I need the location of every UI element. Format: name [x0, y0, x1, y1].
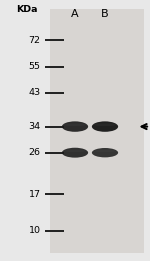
Ellipse shape: [62, 148, 88, 158]
Ellipse shape: [94, 123, 116, 126]
Text: 10: 10: [28, 227, 40, 235]
Text: B: B: [101, 9, 109, 19]
FancyBboxPatch shape: [50, 9, 144, 253]
Text: 26: 26: [28, 148, 40, 157]
Ellipse shape: [64, 123, 86, 126]
Text: A: A: [71, 9, 79, 19]
Ellipse shape: [62, 121, 88, 132]
Text: 34: 34: [28, 122, 40, 131]
Text: 55: 55: [28, 62, 40, 71]
Text: 17: 17: [28, 190, 40, 199]
Ellipse shape: [94, 150, 116, 152]
Text: 72: 72: [28, 36, 40, 45]
Text: KDa: KDa: [16, 5, 38, 14]
Text: 43: 43: [28, 88, 40, 97]
Ellipse shape: [92, 121, 118, 132]
Ellipse shape: [64, 150, 86, 152]
Ellipse shape: [92, 148, 118, 157]
